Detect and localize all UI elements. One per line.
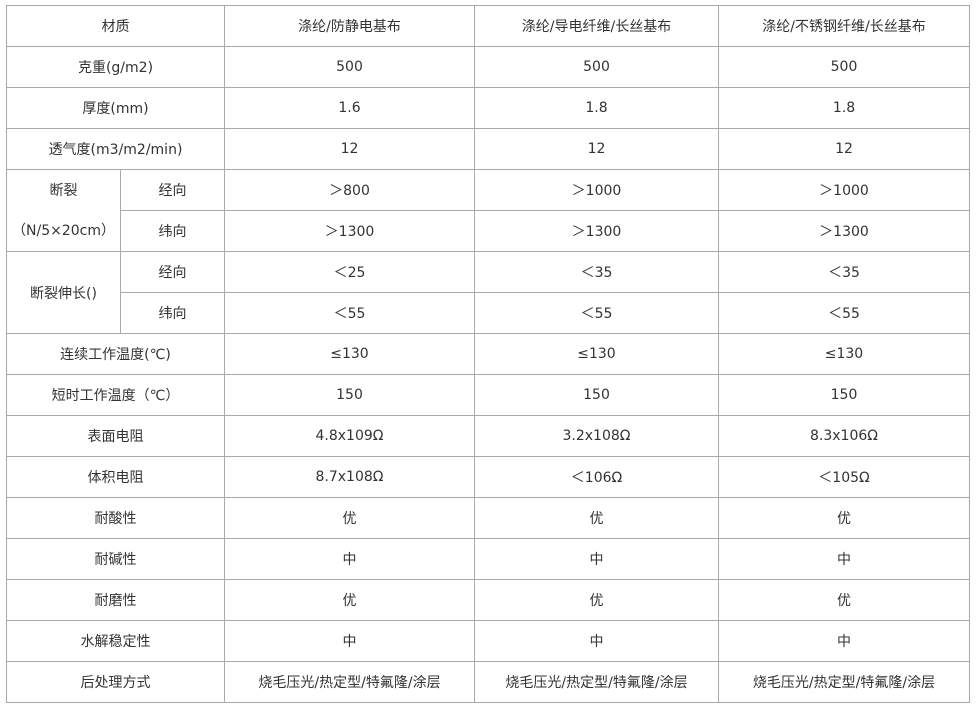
table-row-breaking: 断裂 （N/5×20cm） 经向 ＞800 ＞1000 ＞1000 [6, 169, 970, 252]
row-value: 中 [474, 620, 719, 662]
direction-label: 经向 [120, 169, 225, 211]
breaking-label-line2: （N/5×20cm） [12, 222, 115, 239]
row-label: 透气度(m3/m2/min) [6, 128, 225, 170]
table-row: 短时工作温度（℃） 150 150 150 [6, 374, 970, 416]
row-value: 8.7x108Ω [224, 456, 475, 498]
table-row: 连续工作温度(℃) ≤130 ≤130 ≤130 [6, 333, 970, 375]
row-value: ＞1000 [474, 169, 719, 211]
row-value: ＜35 [718, 251, 970, 293]
header-column: 涤纶/不锈钢纤维/长丝基布 [718, 5, 970, 47]
row-value: ＜105Ω [718, 456, 970, 498]
row-label: 连续工作温度(℃) [6, 333, 225, 375]
row-value: 150 [718, 374, 970, 416]
row-value: 12 [474, 128, 719, 170]
row-value: 4.8x109Ω [224, 415, 475, 457]
row-value: ＞1000 [718, 169, 970, 211]
table-row: 表面电阻 4.8x109Ω 3.2x108Ω 8.3x106Ω [6, 415, 970, 457]
row-value: ＜55 [224, 292, 475, 334]
row-value: 中 [224, 620, 475, 662]
row-value: ＞800 [224, 169, 475, 211]
header-material: 材质 [6, 5, 225, 47]
direction-label: 经向 [120, 251, 225, 293]
row-label: 耐磨性 [6, 579, 225, 621]
row-value: 500 [718, 46, 970, 88]
row-value: 中 [474, 538, 719, 580]
row-value: 12 [224, 128, 475, 170]
row-label: 耐碱性 [6, 538, 225, 580]
direction-label: 纬向 [120, 210, 225, 252]
header-column: 涤纶/防静电基布 [224, 5, 475, 47]
table-row: 厚度(mm) 1.6 1.8 1.8 [6, 87, 970, 129]
table-row-breaking: 纬向 ＞1300 ＞1300 ＞1300 [7, 210, 970, 252]
row-value: 500 [474, 46, 719, 88]
row-value: 烧毛压光/热定型/特氟隆/涂层 [718, 661, 970, 703]
row-value: 优 [718, 497, 970, 539]
breaking-label-line1: 断裂 [49, 182, 78, 199]
row-value: 优 [474, 579, 719, 621]
row-value: 烧毛压光/热定型/特氟隆/涂层 [474, 661, 719, 703]
row-label: 体积电阻 [6, 456, 225, 498]
table-row-elongation: 断裂伸长() 经向 ＜25 ＜35 ＜35 [6, 251, 970, 334]
row-value: ＜35 [474, 251, 719, 293]
table-row: 耐碱性中中中 [6, 538, 970, 580]
table-row: 耐磨性优优优 [6, 579, 970, 621]
row-value: 3.2x108Ω [474, 415, 719, 457]
row-label: 克重(g/m2) [6, 46, 225, 88]
row-value: 150 [224, 374, 475, 416]
row-value: ＞1300 [224, 210, 475, 252]
header-row: 材质 涤纶/防静电基布 涤纶/导电纤维/长丝基布 涤纶/不锈钢纤维/长丝基布 [6, 5, 970, 47]
row-value: 500 [224, 46, 475, 88]
table-row: 透气度(m3/m2/min) 12 12 12 [6, 128, 970, 170]
row-value: 1.8 [474, 87, 719, 129]
row-label: 水解稳定性 [6, 620, 225, 662]
table-row: 后处理方式 烧毛压光/热定型/特氟隆/涂层 烧毛压光/热定型/特氟隆/涂层 烧毛压光/… [6, 661, 970, 703]
row-label: 短时工作温度（℃） [6, 374, 225, 416]
row-value: 12 [718, 128, 970, 170]
row-value: ≤130 [224, 333, 475, 375]
row-value: 中 [224, 538, 475, 580]
row-value: 150 [474, 374, 719, 416]
breaking-label: 断裂 （N/5×20cm） [6, 169, 121, 252]
row-value: 优 [474, 497, 719, 539]
row-value: 优 [718, 579, 970, 621]
row-value: ＜55 [718, 292, 970, 334]
header-column: 涤纶/导电纤维/长丝基布 [474, 5, 719, 47]
row-value: 中 [718, 620, 970, 662]
direction-label: 纬向 [120, 292, 225, 334]
table-row: 克重(g/m2) 500 500 500 [6, 46, 970, 88]
row-value: 1.8 [718, 87, 970, 129]
table-row: 体积电阻 8.7x108Ω ＜106Ω ＜105Ω [6, 456, 970, 498]
row-value: ＞1300 [718, 210, 970, 252]
row-value: 优 [224, 579, 475, 621]
row-value: 烧毛压光/热定型/特氟隆/涂层 [224, 661, 475, 703]
row-value: 8.3x106Ω [718, 415, 970, 457]
row-value: 1.6 [224, 87, 475, 129]
table-row: 水解稳定性中中中 [6, 620, 970, 662]
row-value: ＞1300 [474, 210, 719, 252]
row-label: 表面电阻 [6, 415, 225, 457]
row-value: ＜106Ω [474, 456, 719, 498]
row-label: 耐酸性 [6, 497, 225, 539]
spec-table: 材质 涤纶/防静电基布 涤纶/导电纤维/长丝基布 涤纶/不锈钢纤维/长丝基布 克重(g/… [6, 5, 970, 703]
row-label: 后处理方式 [6, 661, 225, 703]
row-value: 优 [224, 497, 475, 539]
row-value: ≤130 [474, 333, 719, 375]
table-row: 耐酸性优优优 [6, 497, 970, 539]
row-value: ＜55 [474, 292, 719, 334]
row-value: 中 [718, 538, 970, 580]
row-value: ≤130 [718, 333, 970, 375]
table-row-elongation: 纬向 ＜55 ＜55 ＜55 [7, 292, 970, 334]
row-value: ＜25 [224, 251, 475, 293]
elongation-label: 断裂伸长() [6, 251, 121, 334]
row-label: 厚度(mm) [6, 87, 225, 129]
